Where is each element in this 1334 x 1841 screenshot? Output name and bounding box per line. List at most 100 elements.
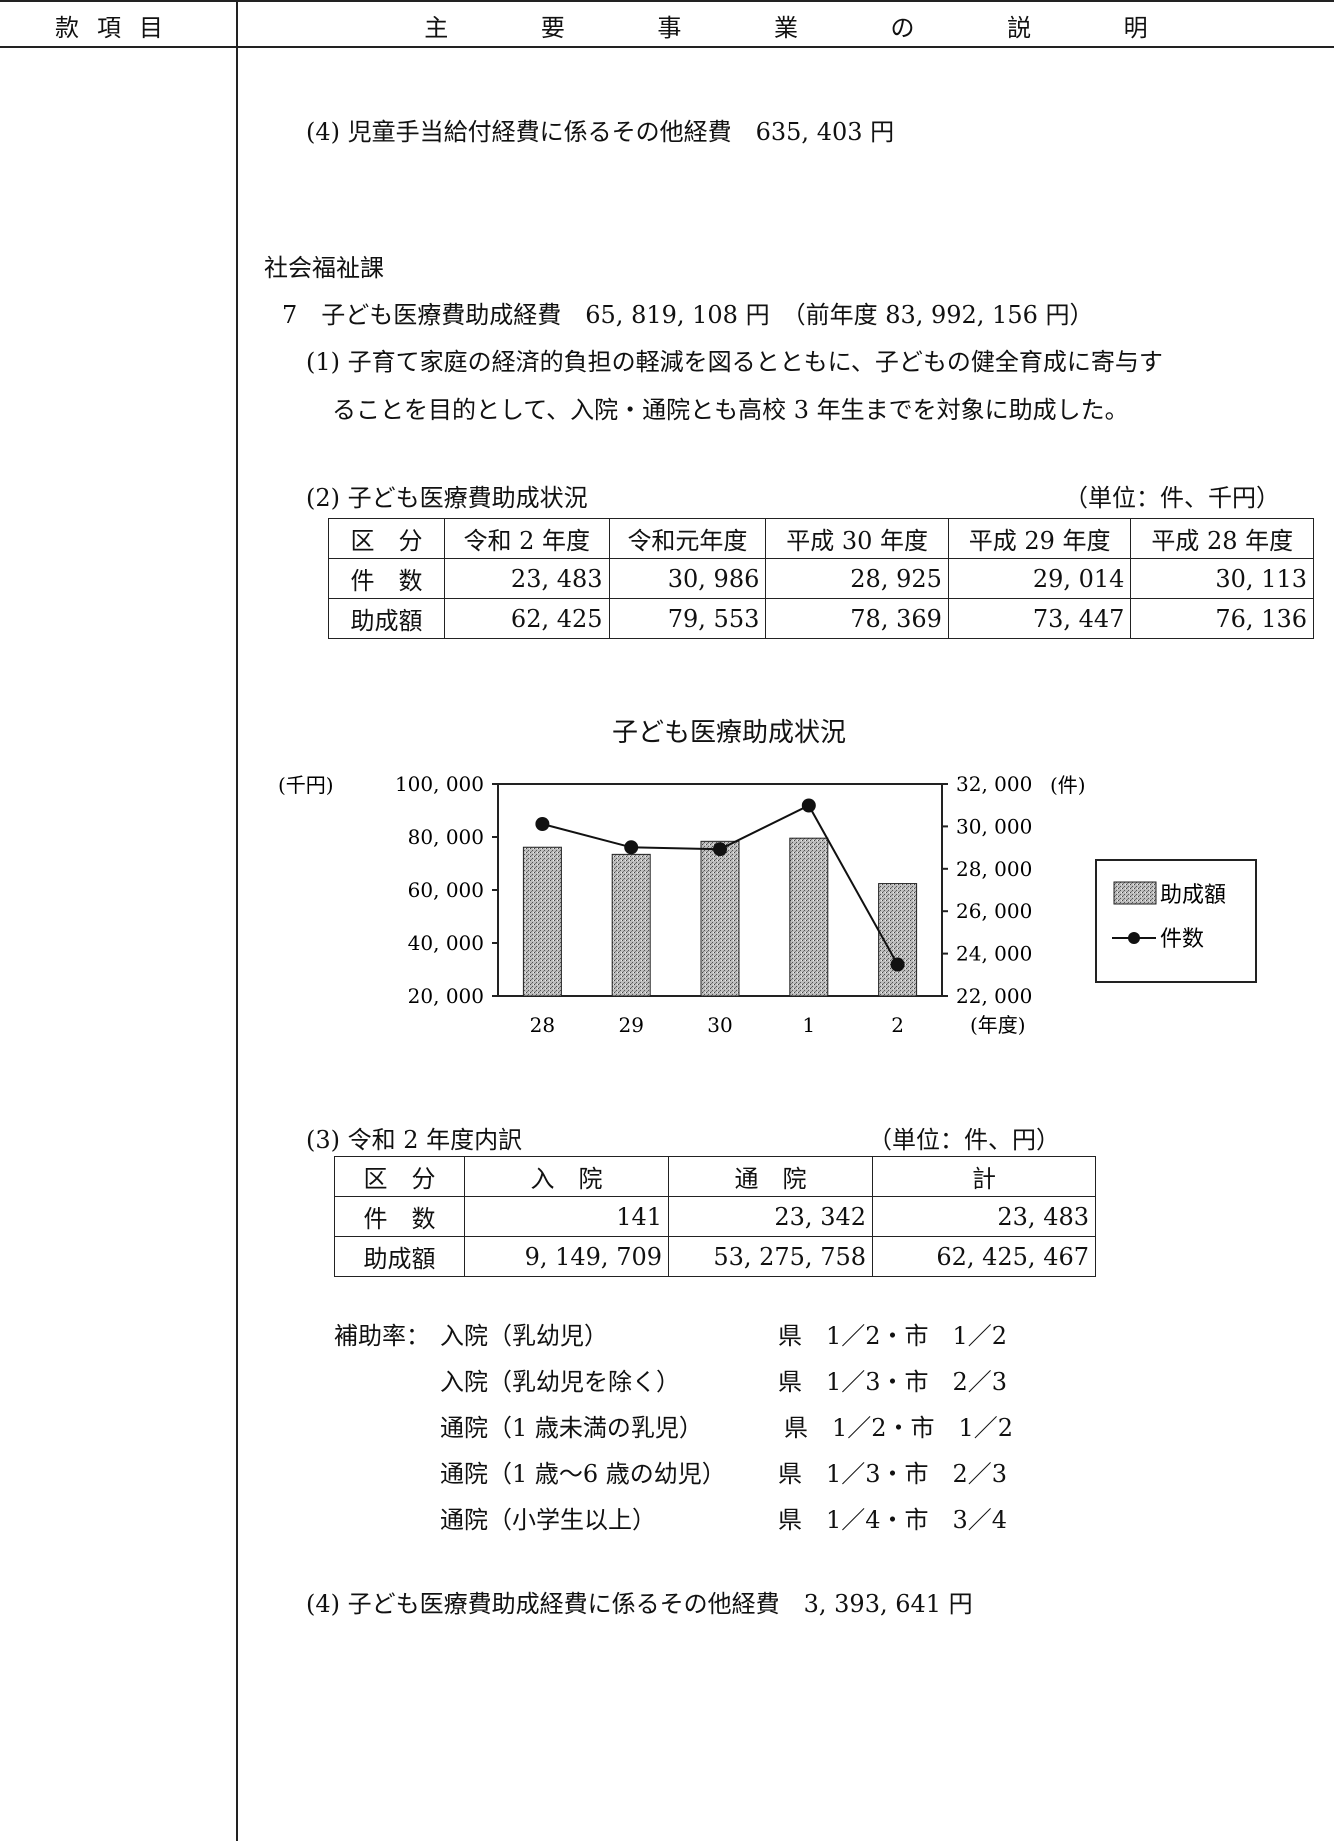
table-header-row: 区 分 入 院 通 院 計	[334, 1156, 1096, 1197]
item7-purpose-line2: ることを目的として、入院・通院とも高校 3 年生までを対象に助成した。	[332, 396, 1129, 424]
item7-title: 7 子ども医療費助成経費 65, 819, 108 円 （前年度 83, 992…	[282, 301, 1094, 329]
table-row: 件 数 23, 483 30, 986 28, 925 29, 014 30, …	[328, 558, 1314, 599]
count-point-1	[801, 798, 816, 813]
right-axis-tick-label: 26, 000	[956, 899, 1032, 923]
count-point-28	[535, 817, 550, 832]
table-cell: 76, 136	[1130, 598, 1314, 639]
table-cell: 79, 553	[608, 598, 767, 639]
subsidy-rate: 県 1／2・市 1／2	[778, 1322, 1008, 1350]
subsidy-chart: (千円) (件) 100, 000 80, 000 60, 000 40, 000 20…	[278, 772, 1257, 1037]
header-char: 事	[657, 14, 682, 42]
header-char: の	[890, 14, 915, 42]
right-axis-tick-label: 22, 000	[956, 984, 1032, 1008]
subsidy-category: 通院（1 歳未満の乳児）	[440, 1414, 703, 1442]
table-cell: 23, 483	[872, 1196, 1096, 1237]
table-cell: 73, 447	[947, 598, 1132, 639]
top-border	[0, 0, 1334, 2]
table-row: 助成額 9, 149, 709 53, 275, 758 62, 425, 46…	[334, 1236, 1096, 1277]
table-cell: 62, 425	[444, 598, 610, 639]
subsidy-rate-label: 補助率：	[334, 1322, 430, 1350]
subsidy-rate: 県 1／2・市 1／2	[784, 1414, 1014, 1442]
x-axis-tick-label: 2	[891, 1013, 904, 1037]
bar-29	[611, 853, 651, 997]
table-header-cell: 入 院	[464, 1156, 669, 1197]
left-axis-tick-label: 40, 000	[408, 931, 484, 955]
bar-28	[522, 846, 562, 997]
subsidy-rate: 県 1／4・市 3／4	[778, 1506, 1008, 1534]
subsidy-rate: 県 1／3・市 2／3	[778, 1368, 1008, 1396]
header-char: 説	[1007, 14, 1032, 42]
child-allowance-other-cost: (4) 児童手当給付経費に係るその他経費 635, 403 円	[306, 118, 895, 146]
table-header-cell: 平成 30 年度	[765, 518, 949, 559]
table-cell: 23, 342	[668, 1196, 873, 1237]
table-header-cell: 区 分	[328, 518, 445, 559]
legend-bar-label: 助成額	[1160, 883, 1226, 908]
header-char: 明	[1123, 14, 1148, 42]
bar-1	[789, 837, 829, 997]
table-header-row: 区 分 令和 2 年度 令和元年度 平成 30 年度 平成 29 年度 平成 2…	[328, 518, 1314, 559]
table-cell: 29, 014	[947, 558, 1132, 599]
count-point-29	[624, 840, 639, 855]
table-header-cell: 通 院	[668, 1156, 873, 1197]
right-axis-tick-label: 28, 000	[956, 857, 1032, 881]
bar-2	[878, 883, 918, 997]
subsidy-category: 通院（小学生以上）	[440, 1506, 656, 1534]
table-cell: 141	[464, 1196, 669, 1237]
table-cell: 78, 369	[765, 598, 949, 639]
subsidy-status-unit: （単位：件、千円）	[1064, 484, 1280, 512]
table-cell: 28, 925	[765, 558, 949, 599]
row-label: 件 数	[328, 558, 445, 599]
chart-title: 子ども医療助成状況	[612, 718, 847, 748]
subsidy-rate: 県 1／3・市 2／3	[778, 1460, 1008, 1488]
subsidy-status-table: 区 分 令和 2 年度 令和元年度 平成 30 年度 平成 29 年度 平成 2…	[328, 518, 1314, 639]
table-cell: 62, 425, 467	[872, 1236, 1096, 1277]
header-char: 要	[540, 14, 565, 42]
x-axis-tick-label: 29	[618, 1013, 643, 1037]
legend-line-marker	[1128, 932, 1140, 944]
left-axis-tick-label: 60, 000	[408, 878, 484, 902]
table-row: 件 数 141 23, 342 23, 483	[334, 1196, 1096, 1237]
header-left-label: 款項目	[55, 14, 181, 42]
table-header-cell: 平成 29 年度	[947, 518, 1132, 559]
table-cell: 30, 113	[1130, 558, 1314, 599]
column-divider	[236, 0, 238, 1841]
x-axis-tick-label: 1	[802, 1013, 815, 1037]
subsidy-category: 入院（乳幼児）	[440, 1322, 608, 1350]
medical-other-cost: (4) 子ども医療費助成経費に係るその他経費 3, 393, 641 円	[306, 1590, 973, 1618]
right-axis-tick-label: 32, 000	[956, 772, 1032, 796]
table-cell: 30, 986	[608, 558, 767, 599]
right-axis-tick-label: 30, 000	[956, 814, 1032, 838]
x-axis-tick-label: 28	[530, 1013, 555, 1037]
legend-bar-swatch	[1113, 881, 1157, 905]
subsidy-status-title: (2) 子ども医療費助成状況	[306, 484, 588, 512]
table-header-cell: 令和 2 年度	[444, 518, 610, 559]
count-point-30	[713, 842, 727, 857]
table-header-cell: 計	[872, 1156, 1096, 1197]
right-axis-tick-label: 24, 000	[956, 942, 1032, 966]
x-axis-tick-label: 30	[707, 1013, 732, 1037]
table-header-cell: 令和元年度	[608, 518, 767, 559]
left-axis-unit: (千円)	[278, 773, 334, 797]
right-axis-unit: (件)	[1050, 773, 1086, 797]
table-cell: 53, 275, 758	[668, 1236, 873, 1277]
table-cell: 23, 483	[444, 558, 610, 599]
left-axis-tick-label: 100, 000	[395, 772, 484, 796]
left-axis-tick-label: 80, 000	[408, 825, 484, 849]
header-divider	[0, 46, 1334, 48]
count-point-2	[890, 957, 905, 972]
row-label: 件 数	[334, 1196, 465, 1237]
legend-line-label: 件数	[1160, 927, 1204, 952]
header-char: 主	[424, 14, 449, 42]
table-header-cell: 平成 28 年度	[1130, 518, 1314, 559]
subsidy-category: 通院（1 歳～6 歳の幼児）	[440, 1460, 726, 1488]
table-row: 助成額 62, 425 79, 553 78, 369 73, 447 76, …	[328, 598, 1314, 639]
department-name: 社会福祉課	[264, 254, 384, 282]
table-header-cell: 区 分	[334, 1156, 465, 1197]
header-char: 業	[773, 14, 798, 42]
table-cell: 9, 149, 709	[464, 1236, 669, 1277]
row-label: 助成額	[328, 598, 445, 639]
subsidy-category: 入院（乳幼児を除く）	[440, 1368, 680, 1396]
bar-30	[700, 840, 740, 997]
header-right-label: 主 要 事 業 の 説 明	[238, 8, 1334, 43]
breakdown-table: 区 分 入 院 通 院 計 件 数 141 23, 342 23, 483 助成…	[334, 1156, 1096, 1277]
